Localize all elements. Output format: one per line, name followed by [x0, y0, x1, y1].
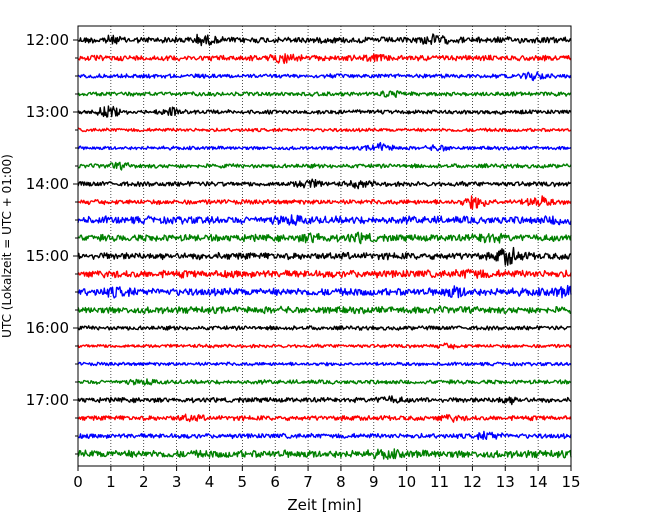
y-tick-label: 12:00 — [26, 31, 69, 49]
y-tick-label: 15:00 — [26, 247, 69, 265]
y-tick-label: 14:00 — [26, 175, 69, 193]
trace-1515 — [77, 268, 572, 279]
trace-1315 — [77, 127, 572, 133]
x-tick-label: 4 — [205, 473, 215, 491]
x-tick-label: 2 — [139, 473, 149, 491]
trace-1645 — [77, 378, 572, 386]
trace-1530 — [77, 284, 572, 299]
x-axis-label: Zeit [min] — [287, 496, 361, 514]
plot-frame — [77, 25, 572, 467]
x-tick-label: 7 — [303, 473, 313, 491]
trace-1615 — [77, 342, 572, 350]
trace-1345 — [77, 161, 572, 171]
x-tick-label: 15 — [561, 473, 580, 491]
x-tick-label: 14 — [529, 473, 548, 491]
trace-1330 — [77, 141, 572, 152]
x-axis: 0 1 2 3 4 5 6 7 8 9 10 11 12 13 14 15 — [73, 466, 581, 491]
trace-1700 — [77, 395, 572, 406]
y-axis: 12:00 13:00 14:00 15:00 16:00 17:00 — [26, 31, 78, 455]
trace-1200 — [77, 33, 572, 47]
trace-1215 — [77, 53, 572, 65]
x-tick-label: 10 — [397, 473, 416, 491]
y-tick-label: 16:00 — [26, 319, 69, 337]
x-tick-label: 13 — [496, 473, 515, 491]
plot-background — [78, 26, 571, 466]
x-tick-label: 3 — [172, 473, 182, 491]
trace-1715 — [77, 413, 572, 423]
traces — [77, 33, 572, 460]
x-tick-label: 11 — [430, 473, 449, 491]
y-tick-label: 17:00 — [26, 391, 69, 409]
x-tick-label: 0 — [73, 473, 83, 491]
grid-lines — [110, 26, 539, 466]
trace-1545 — [77, 305, 572, 315]
trace-1745 — [77, 448, 572, 460]
trace-1600 — [77, 325, 571, 331]
x-tick-label: 8 — [336, 473, 346, 491]
trace-1500 — [77, 246, 572, 266]
trace-1730 — [77, 430, 572, 441]
trace-1430 — [77, 214, 572, 226]
x-tick-label: 6 — [270, 473, 280, 491]
y-tick-label: 13:00 — [26, 103, 69, 121]
trace-1245 — [77, 90, 572, 98]
x-tick-label: 5 — [238, 473, 248, 491]
trace-1300 — [77, 105, 572, 118]
trace-1400 — [77, 178, 572, 190]
x-tick-label: 9 — [369, 473, 379, 491]
x-tick-label: 1 — [106, 473, 116, 491]
trace-1630 — [77, 361, 572, 367]
trace-1445 — [77, 231, 572, 245]
x-tick-label: 12 — [463, 473, 482, 491]
trace-1415 — [77, 195, 572, 210]
trace-1230 — [77, 71, 572, 82]
y-axis-label: UTC (Lokalzeit = UTC + 01:00) — [0, 154, 14, 338]
